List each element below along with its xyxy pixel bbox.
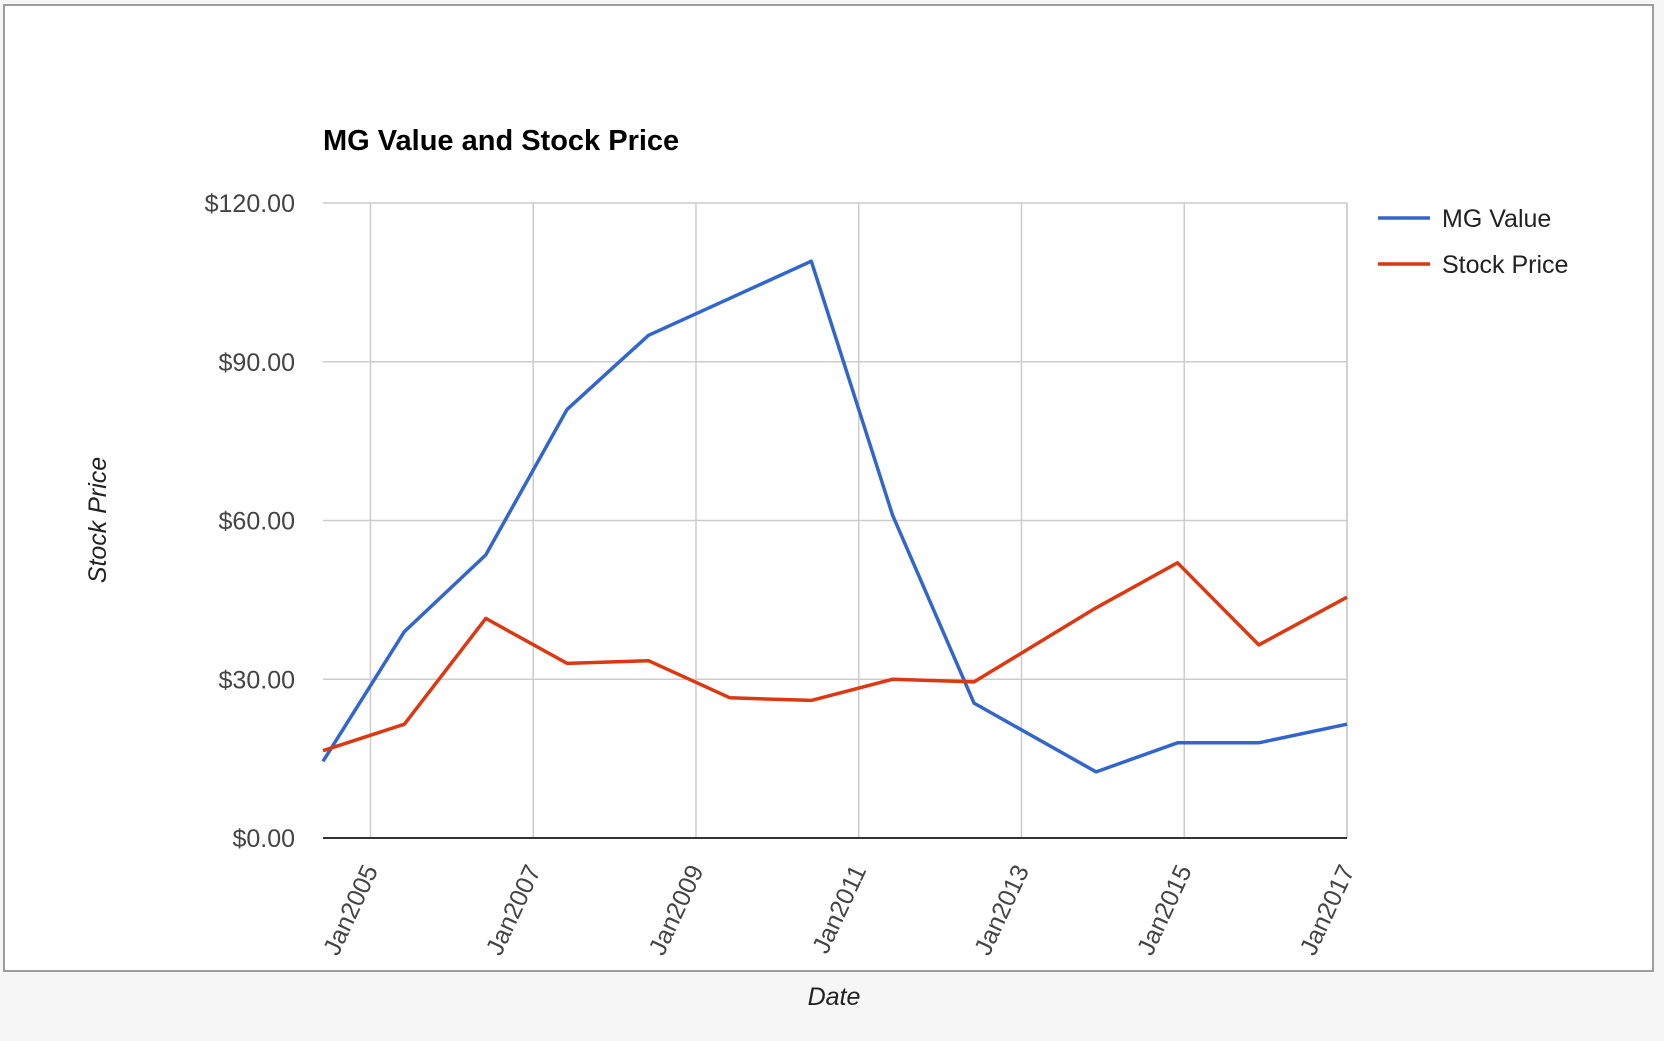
chart-title: MG Value and Stock Price — [323, 125, 679, 157]
grid-lines — [323, 202, 1348, 839]
x-tick-label: Jan2007 — [481, 861, 547, 960]
series-line-mg-value — [321, 259, 1348, 774]
x-tick-label: Jan2013 — [969, 861, 1035, 960]
legend-label: Stock Price — [1442, 251, 1568, 279]
x-tick-label: Jan2015 — [1132, 861, 1198, 960]
legend: MG Value Stock Price — [1378, 205, 1568, 279]
y-tick-label: $0.00 — [232, 825, 295, 853]
x-tick-label: Jan2009 — [643, 861, 709, 960]
x-tick-label: Jan2011 — [807, 861, 872, 958]
x-axis-ticks: Jan2005 Jan2007 Jan2009 Jan2011 Jan2013 Jan20… — [318, 861, 1360, 960]
x-axis-title: Date — [808, 983, 861, 1011]
y-tick-label: $60.00 — [219, 508, 295, 536]
y-tick-label: $120.00 — [205, 190, 295, 218]
chart-frame[interactable] — [3, 4, 1654, 972]
y-axis-title: Stock Price — [84, 457, 112, 583]
x-tick-label: Jan2005 — [318, 861, 384, 960]
y-tick-label: $90.00 — [219, 349, 295, 377]
series-lines — [321, 259, 1348, 774]
x-tick-label: Jan2017 — [1295, 861, 1361, 960]
y-axis-ticks: $0.00 $30.00 $60.00 $90.00 $120.00 — [205, 190, 295, 853]
y-tick-label: $30.00 — [219, 666, 295, 694]
legend-label: MG Value — [1442, 205, 1551, 233]
series-line-stock-price — [322, 561, 1348, 753]
